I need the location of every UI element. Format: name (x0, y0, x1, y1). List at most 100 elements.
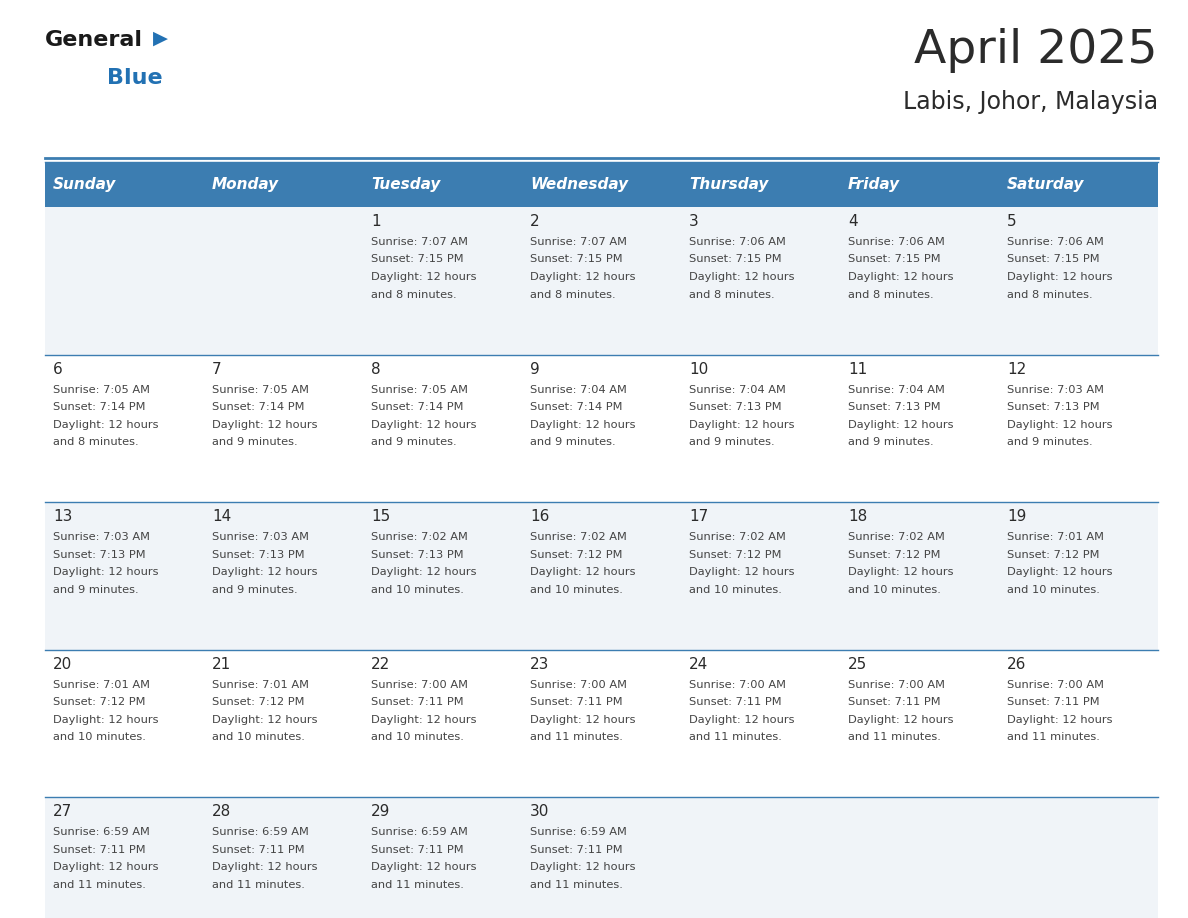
Text: Daylight: 12 hours: Daylight: 12 hours (211, 567, 317, 577)
Text: Daylight: 12 hours: Daylight: 12 hours (689, 420, 795, 430)
Text: 30: 30 (530, 804, 549, 820)
Text: and 10 minutes.: and 10 minutes. (53, 733, 146, 743)
Text: Sunset: 7:15 PM: Sunset: 7:15 PM (530, 254, 623, 264)
Text: 5: 5 (1007, 214, 1017, 229)
Text: Sunset: 7:12 PM: Sunset: 7:12 PM (211, 698, 304, 707)
Text: Daylight: 12 hours: Daylight: 12 hours (211, 862, 317, 872)
Text: Sunset: 7:11 PM: Sunset: 7:11 PM (689, 698, 782, 707)
Text: and 9 minutes.: and 9 minutes. (848, 437, 934, 447)
Text: Daylight: 12 hours: Daylight: 12 hours (530, 272, 636, 282)
Text: Sunset: 7:12 PM: Sunset: 7:12 PM (530, 550, 623, 560)
Text: Sunset: 7:11 PM: Sunset: 7:11 PM (371, 845, 463, 855)
Bar (999, 354, 1158, 502)
Bar (204, 162, 364, 207)
Bar (999, 798, 1158, 918)
Text: 2: 2 (530, 214, 539, 229)
Bar (681, 354, 840, 502)
Text: Sunrise: 7:03 AM: Sunrise: 7:03 AM (53, 532, 150, 543)
Text: and 8 minutes.: and 8 minutes. (1007, 289, 1093, 299)
Text: Daylight: 12 hours: Daylight: 12 hours (371, 420, 476, 430)
Text: Sunrise: 7:00 AM: Sunrise: 7:00 AM (689, 680, 786, 689)
Text: Daylight: 12 hours: Daylight: 12 hours (848, 567, 954, 577)
Bar (840, 354, 999, 502)
Text: Daylight: 12 hours: Daylight: 12 hours (1007, 567, 1112, 577)
Text: Daylight: 12 hours: Daylight: 12 hours (689, 567, 795, 577)
Text: 29: 29 (371, 804, 391, 820)
Bar (204, 354, 364, 502)
Text: Sunset: 7:13 PM: Sunset: 7:13 PM (689, 402, 782, 412)
Text: and 11 minutes.: and 11 minutes. (1007, 733, 1100, 743)
Text: Tuesday: Tuesday (371, 177, 441, 192)
Text: Sunset: 7:14 PM: Sunset: 7:14 PM (530, 402, 623, 412)
Bar (840, 650, 999, 798)
Text: Sunset: 7:13 PM: Sunset: 7:13 PM (1007, 402, 1100, 412)
Text: Sunset: 7:15 PM: Sunset: 7:15 PM (848, 254, 941, 264)
Text: Sunset: 7:15 PM: Sunset: 7:15 PM (1007, 254, 1100, 264)
Text: Sunrise: 6:59 AM: Sunrise: 6:59 AM (53, 827, 150, 837)
Text: Sunset: 7:12 PM: Sunset: 7:12 PM (1007, 550, 1099, 560)
Text: 6: 6 (53, 362, 63, 376)
Bar (840, 502, 999, 650)
Text: 18: 18 (848, 509, 867, 524)
Text: and 9 minutes.: and 9 minutes. (53, 585, 139, 595)
Text: and 9 minutes.: and 9 minutes. (689, 437, 775, 447)
Bar (522, 502, 681, 650)
Bar (522, 162, 681, 207)
Bar (204, 502, 364, 650)
Bar (204, 207, 364, 354)
Text: Sunset: 7:11 PM: Sunset: 7:11 PM (53, 845, 146, 855)
Text: and 8 minutes.: and 8 minutes. (371, 289, 456, 299)
Bar (45, 354, 204, 502)
Text: Sunrise: 7:07 AM: Sunrise: 7:07 AM (371, 237, 468, 247)
Text: 8: 8 (371, 362, 380, 376)
Text: Sunrise: 7:01 AM: Sunrise: 7:01 AM (211, 680, 309, 689)
Text: and 10 minutes.: and 10 minutes. (848, 585, 941, 595)
Text: Daylight: 12 hours: Daylight: 12 hours (1007, 272, 1112, 282)
Bar (204, 798, 364, 918)
Text: Daylight: 12 hours: Daylight: 12 hours (530, 862, 636, 872)
Text: Sunrise: 7:05 AM: Sunrise: 7:05 AM (371, 385, 468, 395)
Bar (522, 650, 681, 798)
Text: and 11 minutes.: and 11 minutes. (371, 879, 463, 890)
Text: Thursday: Thursday (689, 177, 769, 192)
Text: Sunset: 7:15 PM: Sunset: 7:15 PM (689, 254, 782, 264)
Text: Sunrise: 7:06 AM: Sunrise: 7:06 AM (689, 237, 785, 247)
Text: and 10 minutes.: and 10 minutes. (211, 733, 305, 743)
Text: and 9 minutes.: and 9 minutes. (1007, 437, 1093, 447)
Text: 3: 3 (689, 214, 699, 229)
Text: Sunrise: 7:06 AM: Sunrise: 7:06 AM (1007, 237, 1104, 247)
Text: Daylight: 12 hours: Daylight: 12 hours (689, 715, 795, 725)
Text: and 9 minutes.: and 9 minutes. (211, 585, 297, 595)
Text: 22: 22 (371, 656, 390, 672)
Text: 4: 4 (848, 214, 858, 229)
Text: 17: 17 (689, 509, 708, 524)
Text: Sunrise: 7:02 AM: Sunrise: 7:02 AM (371, 532, 468, 543)
Bar (45, 162, 204, 207)
Bar (681, 162, 840, 207)
Text: 12: 12 (1007, 362, 1026, 376)
Text: 26: 26 (1007, 656, 1026, 672)
Text: Sunrise: 7:05 AM: Sunrise: 7:05 AM (211, 385, 309, 395)
Text: Sunrise: 7:04 AM: Sunrise: 7:04 AM (530, 385, 627, 395)
Bar (999, 650, 1158, 798)
Bar (364, 650, 522, 798)
Text: Daylight: 12 hours: Daylight: 12 hours (211, 715, 317, 725)
Bar (681, 502, 840, 650)
Text: and 8 minutes.: and 8 minutes. (689, 289, 775, 299)
Text: Sunset: 7:12 PM: Sunset: 7:12 PM (689, 550, 782, 560)
Text: Sunset: 7:11 PM: Sunset: 7:11 PM (1007, 698, 1100, 707)
Bar (681, 798, 840, 918)
Bar (840, 162, 999, 207)
Text: and 9 minutes.: and 9 minutes. (211, 437, 297, 447)
Text: Daylight: 12 hours: Daylight: 12 hours (530, 715, 636, 725)
Bar (522, 207, 681, 354)
Text: Daylight: 12 hours: Daylight: 12 hours (371, 862, 476, 872)
Text: Sunrise: 7:05 AM: Sunrise: 7:05 AM (53, 385, 150, 395)
Bar (522, 354, 681, 502)
Text: ▶: ▶ (153, 29, 168, 48)
Bar (204, 650, 364, 798)
Text: 23: 23 (530, 656, 549, 672)
Text: 16: 16 (530, 509, 549, 524)
Text: Sunrise: 7:00 AM: Sunrise: 7:00 AM (530, 680, 627, 689)
Text: Daylight: 12 hours: Daylight: 12 hours (371, 715, 476, 725)
